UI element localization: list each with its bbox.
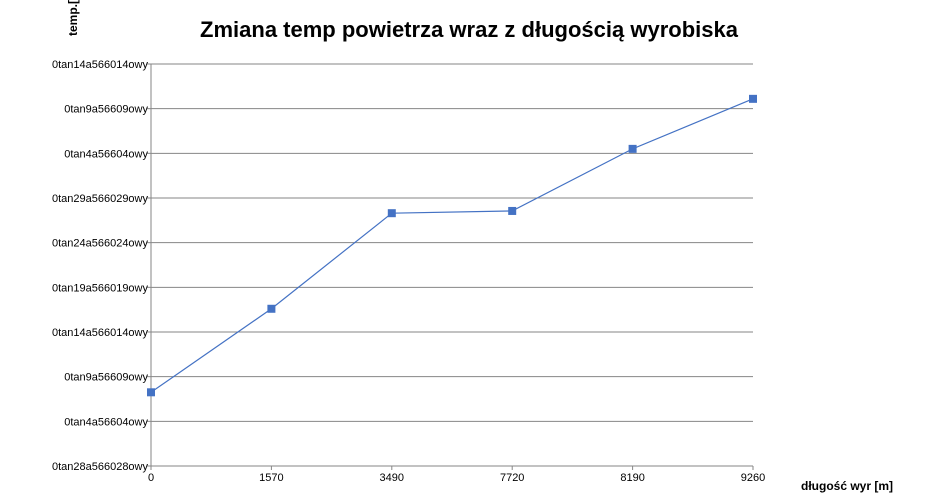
x-tick-label: 3490 [380,472,404,484]
y-tick-label: 0tan14a566014owy [52,59,149,71]
series-line [150,98,754,393]
y-tick-label: 0tan28a566028owy [52,461,149,473]
data-point [508,206,517,215]
x-tick-label: 9260 [741,472,765,484]
x-tick-label: 8190 [620,472,644,484]
y-tick-label: 0tan29a566029owy [52,193,149,205]
x-axis-label: długość wyr [m] [801,479,894,493]
x-tick-label: 7720 [500,472,524,484]
chart-title: Zmiana temp powietrza wraz z długością w… [200,17,738,42]
x-tick-label: 0 [148,472,154,484]
y-tick-label: 0tan9a56609owy [64,104,148,116]
data-point [147,388,155,397]
data-point [267,304,276,313]
y-tick-label: 0tan9a56609owy [64,372,148,384]
y-tick-label: 0tan19a566019owy [52,282,149,294]
y-tick-label: 0tan24a566024owy [52,238,149,250]
data-point [749,94,757,103]
y-tick-label: 0tan4a56604owy [64,148,148,160]
data-point [628,144,637,153]
y-tick-label: 0tan14a566014owy [52,327,149,339]
x-tick-label: 1570 [259,472,283,484]
y-tick-label: 0tan4a56604owy [64,416,148,428]
data-point [387,209,396,218]
